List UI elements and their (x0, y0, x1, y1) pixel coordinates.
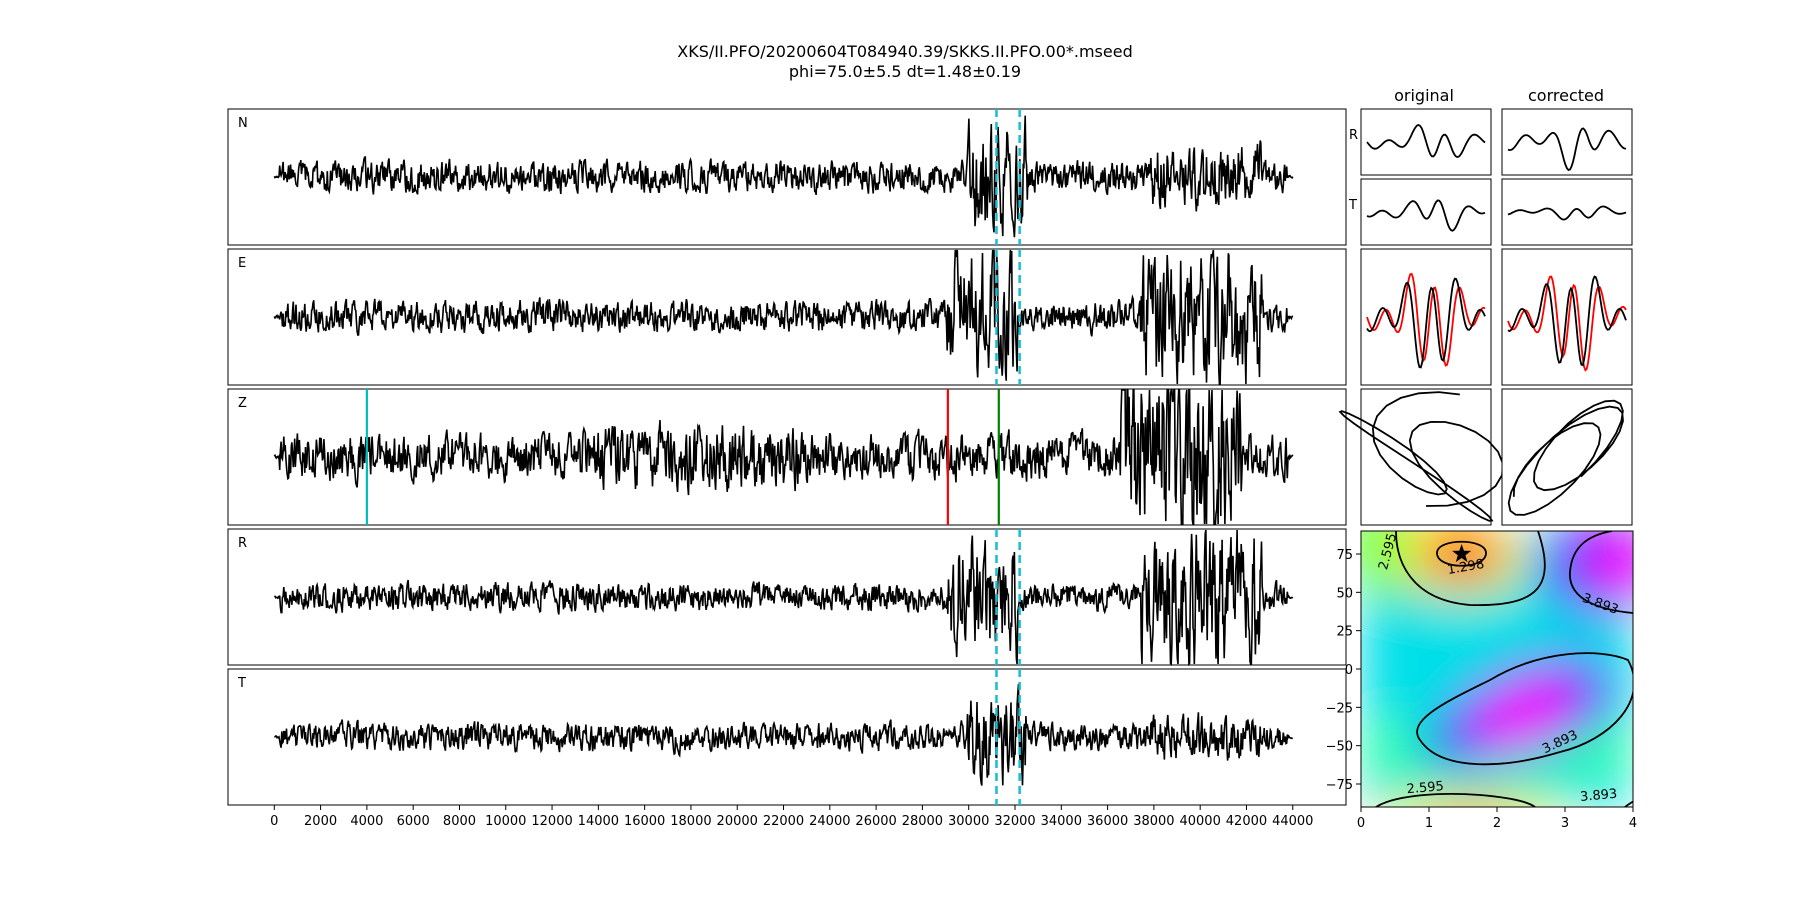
surface-y-tick-label: 0 (1345, 663, 1353, 678)
window-panel-frame (1501, 108, 1633, 176)
window-panel-original-t: T (1348, 178, 1492, 246)
contour-1298 (1436, 540, 1487, 567)
contour-label: 1.298 (1446, 557, 1485, 578)
error-surface-axes: 0 1 2 3 4 75 50 25 0 −25 −50 −75 (1326, 548, 1638, 831)
x-tick-label: 44000 (1272, 814, 1313, 829)
waveform-line (273, 249, 1294, 385)
window-trace (1366, 124, 1486, 158)
window-trace (1507, 205, 1627, 221)
window-panel-frame (1501, 178, 1633, 246)
x-tick-label: 0 (270, 814, 278, 829)
trace-panel-label: T (237, 676, 246, 691)
window-panel-frame (1360, 388, 1492, 526)
x-tick-label: 28000 (902, 814, 943, 829)
particle-motion (1507, 399, 1624, 516)
contour-3893-mid (1416, 652, 1633, 766)
x-tick-label: 22000 (763, 814, 804, 829)
x-tick-label: 38000 (1133, 814, 1174, 829)
x-tick-label: 2000 (304, 814, 337, 829)
window-row-label: T (1348, 198, 1357, 213)
window-trace (1507, 127, 1627, 172)
contour-2595-bottom (1375, 793, 1536, 807)
surface-y-tick-label: −50 (1326, 740, 1353, 755)
x-tick-label: 18000 (670, 814, 711, 829)
x-tick-label: 26000 (855, 814, 896, 829)
window-trace (1366, 199, 1486, 232)
waveform-line (273, 529, 1294, 667)
trace-panel-label: E (238, 256, 246, 271)
window-panel-frame (1360, 178, 1492, 246)
x-tick-label: 12000 (531, 814, 572, 829)
surface-x-tick-label: 3 (1561, 816, 1569, 831)
trace-panel-n: N (227, 108, 1347, 246)
surface-y-tick-label: 75 (1336, 548, 1353, 563)
trace-panel-label: N (238, 116, 248, 131)
surface-y-tick-label: 25 (1336, 625, 1353, 640)
contour-3893-top (1569, 531, 1633, 614)
surface-y-tick-label: −75 (1326, 778, 1353, 793)
window-panel-original-overlay (1360, 248, 1492, 386)
surface-y-tick-label: 50 (1336, 586, 1353, 601)
x-tick-label: 32000 (994, 814, 1035, 829)
trace-panel-r: R (227, 528, 1347, 667)
window-trace-slow (1366, 277, 1486, 369)
trace-panel-z: Z (227, 388, 1347, 526)
trace-panel-t: T (227, 668, 1347, 806)
x-tick-label: 34000 (1041, 814, 1082, 829)
window-panel-corrected-t (1501, 178, 1633, 246)
trace-panel-e: E (227, 248, 1347, 386)
x-tick-label: 10000 (485, 814, 526, 829)
waveform-x-axis: 0 2000 4000 6000 8000 10000 12000 14000 16000 180… (270, 805, 1313, 829)
surface-x-tick-label: 4 (1629, 816, 1637, 831)
x-tick-label: 8000 (443, 814, 476, 829)
error-surface-field (1361, 531, 1633, 807)
surface-x-tick-label: 1 (1425, 816, 1433, 831)
window-trace-slow (1507, 275, 1627, 367)
column-title-original: original (1394, 86, 1454, 105)
x-tick-label: 24000 (809, 814, 850, 829)
surface-x-tick-label: 0 (1357, 816, 1365, 831)
trace-panel-label: Z (238, 396, 247, 411)
window-panel-corrected-r (1501, 108, 1633, 176)
x-tick-label: 36000 (1087, 814, 1128, 829)
figure-title-line2: phi=75.0±5.5 dt=1.48±0.19 (789, 62, 1021, 81)
contour-2595-top (1395, 531, 1546, 606)
window-panel-frame (1360, 248, 1492, 386)
window-row-label: R (1349, 128, 1358, 143)
contour-label: 3.893 (1580, 787, 1618, 805)
waveform-line (274, 683, 1293, 786)
window-trace-fast (1366, 272, 1486, 367)
x-tick-label: 30000 (948, 814, 989, 829)
window-panel-frame (1501, 388, 1633, 526)
column-title-corrected: corrected (1528, 86, 1604, 105)
windowed-components: RT (1338, 108, 1633, 526)
best-estimate-star (1452, 544, 1472, 563)
window-panel-corrected-overlay (1501, 248, 1633, 386)
x-tick-label: 16000 (624, 814, 665, 829)
waveform-line (273, 115, 1294, 238)
x-tick-label: 40000 (1179, 814, 1220, 829)
surface-x-tick-label: 2 (1493, 816, 1501, 831)
x-tick-label: 6000 (397, 814, 430, 829)
window-trace-fast (1507, 275, 1627, 372)
x-tick-label: 20000 (717, 814, 758, 829)
contour-label: 2.595 (1406, 779, 1444, 797)
window-panel-original-r: R (1349, 108, 1492, 176)
x-tick-label: 4000 (350, 814, 383, 829)
figure-title-line1: XKS/II.PFO/20200604T084940.39/SKKS.II.PF… (677, 42, 1132, 61)
surface-y-tick-label: −25 (1326, 701, 1353, 716)
particle-motion (1338, 391, 1504, 522)
window-panel-corrected-particle-motion (1501, 388, 1633, 526)
trace-panel-label: R (238, 536, 247, 551)
x-tick-label: 42000 (1226, 814, 1267, 829)
waveform-line (273, 389, 1294, 525)
x-tick-label: 14000 (578, 814, 619, 829)
window-panel-original-particle-motion (1338, 388, 1504, 526)
waveform-traces: N E Z R T (227, 108, 1347, 806)
